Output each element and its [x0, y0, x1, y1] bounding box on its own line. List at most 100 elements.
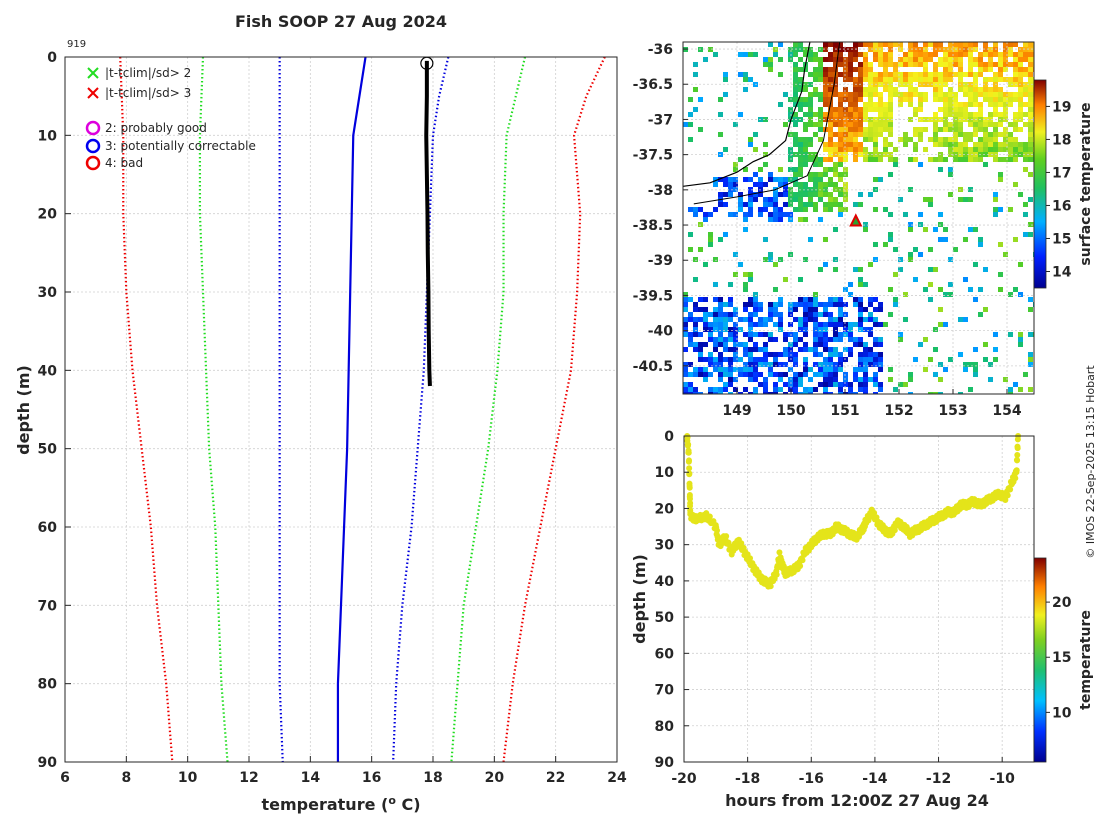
sst-cell — [948, 42, 953, 47]
sst-cell — [933, 267, 938, 272]
sst-cell — [823, 147, 828, 152]
sst-cell — [973, 122, 978, 127]
sst-cell — [1003, 47, 1008, 52]
sst-cell — [868, 357, 873, 362]
temperature-colorbar-tick-label: 10 — [1052, 705, 1072, 721]
dt-y-tick-label: 10 — [655, 465, 675, 481]
sst-cell — [693, 367, 698, 372]
sst-cell — [993, 77, 998, 82]
sst-cell — [813, 162, 818, 167]
sst-cell — [848, 292, 853, 297]
sst-cell — [858, 127, 863, 132]
sst-cell — [998, 87, 1003, 92]
sst-cell — [888, 42, 893, 47]
sst-cell — [803, 362, 808, 367]
sst-cell — [813, 92, 818, 97]
sst-cell — [893, 247, 898, 252]
sst-cell — [943, 227, 948, 232]
sst-cell — [918, 72, 923, 77]
sst-cell — [698, 47, 703, 52]
sst-colorbar — [1033, 79, 1047, 289]
sst-cell — [868, 97, 873, 102]
sst-cell — [788, 112, 793, 117]
sst-cell — [683, 392, 688, 394]
sst-cell — [738, 157, 743, 162]
chart-title: Fish SOOP 27 Aug 2024 — [235, 12, 447, 31]
sst-cell — [763, 317, 768, 322]
sst-cell — [978, 87, 983, 92]
sst-cell — [923, 82, 928, 87]
sst-cell — [723, 337, 728, 342]
station-marker — [849, 213, 863, 227]
sst-cell — [838, 107, 843, 112]
sst-cell — [868, 67, 873, 72]
sst-cell — [853, 127, 858, 132]
sst-cell — [943, 67, 948, 72]
sst-cell — [838, 57, 843, 62]
sst-cell — [723, 372, 728, 377]
sst-cell — [988, 137, 993, 142]
sst-cell — [898, 337, 903, 342]
sst-cell — [998, 102, 1003, 107]
sst-cell — [923, 287, 928, 292]
sst-cell — [963, 82, 968, 87]
sst-cell — [718, 327, 723, 332]
sst-cell — [893, 157, 898, 162]
sst-cell — [873, 357, 878, 362]
sst-cell — [938, 87, 943, 92]
sst-cell — [723, 367, 728, 372]
sst-cell — [848, 122, 853, 127]
sst-cell — [733, 272, 738, 277]
depth-point — [891, 527, 898, 534]
sst-cell — [993, 142, 998, 147]
sst-cell — [898, 382, 903, 387]
sst-cell — [993, 347, 998, 352]
sst-cell — [948, 357, 953, 362]
depth-point — [686, 470, 693, 477]
sst-cell — [853, 132, 858, 137]
sst-cell — [828, 197, 833, 202]
sst-cell — [688, 337, 693, 342]
sst-cell — [728, 392, 733, 394]
sst-cell — [993, 92, 998, 97]
sst-cell — [933, 62, 938, 67]
sst-cell — [888, 212, 893, 217]
sst-cell — [803, 102, 808, 107]
sst-cell — [913, 72, 918, 77]
sst-cell — [788, 47, 793, 52]
sst-cell — [758, 192, 763, 197]
sst-cell — [1013, 92, 1018, 97]
sst-cell — [978, 242, 983, 247]
sst-cell — [913, 92, 918, 97]
sst-cell — [978, 112, 983, 117]
sst-cell — [883, 112, 888, 117]
sst-cell — [688, 382, 693, 387]
sst-cell — [928, 77, 933, 82]
sst-cell — [788, 352, 793, 357]
sst-cell — [1008, 122, 1013, 127]
sst-cell — [823, 392, 828, 394]
x-tick-label: 6 — [60, 770, 70, 786]
x-tick-label: 22 — [546, 770, 565, 786]
sst-cell — [818, 57, 823, 62]
sst-cell — [878, 382, 883, 387]
sst-cell — [718, 337, 723, 342]
sst-cell — [753, 297, 758, 302]
sst-cell — [778, 182, 783, 187]
sst-cell — [768, 42, 773, 47]
sst-cell — [743, 282, 748, 287]
sst-cell — [798, 97, 803, 102]
sst-cell — [873, 307, 878, 312]
sst-cell — [703, 327, 708, 332]
sst-cell — [868, 87, 873, 92]
sst-cell — [983, 67, 988, 72]
sst-cell — [913, 277, 918, 282]
sst-cell — [863, 152, 868, 157]
sst-cell — [848, 72, 853, 77]
sst-cell — [873, 337, 878, 342]
sst-cell — [868, 92, 873, 97]
sst-cell — [988, 112, 993, 117]
sst-cell — [903, 77, 908, 82]
sst-cell — [848, 132, 853, 137]
sst-cell — [1003, 117, 1008, 122]
